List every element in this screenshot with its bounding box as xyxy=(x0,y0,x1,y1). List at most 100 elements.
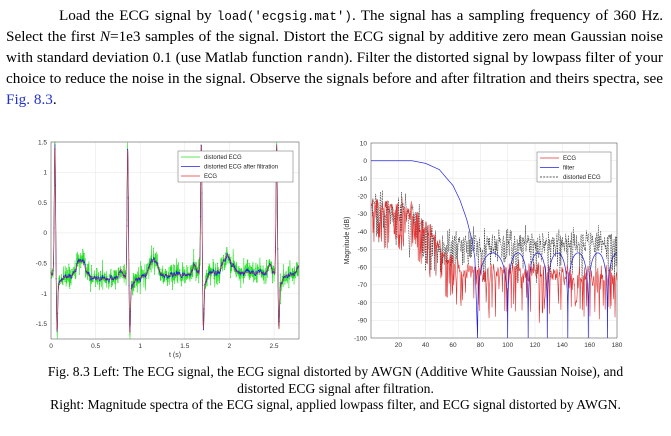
distorted-ecg-marker xyxy=(181,262,183,264)
distorted-ecg-marker xyxy=(212,259,214,261)
filtered-ecg-marker xyxy=(195,269,197,271)
filtered-ecg-marker xyxy=(217,270,219,272)
distorted-ecg-marker xyxy=(205,275,207,277)
filtered-ecg-marker xyxy=(83,262,85,264)
distorted-ecg-marker xyxy=(91,264,93,266)
x-tick-label: 1 xyxy=(138,343,142,350)
distorted-ecg-marker xyxy=(285,272,287,274)
distorted-ecg-marker xyxy=(227,254,229,256)
distorted-ecg-marker xyxy=(175,275,177,277)
filtered-ecg-marker xyxy=(244,270,246,272)
distorted-ecg-marker xyxy=(235,263,237,265)
filtered-ecg-marker xyxy=(81,260,83,262)
filtered-ecg-marker xyxy=(255,270,257,272)
distorted-ecg-marker xyxy=(73,270,75,272)
filtered-ecg-marker xyxy=(173,272,175,274)
filtered-ecg-marker xyxy=(145,275,147,277)
distorted-ecg-marker xyxy=(264,270,266,272)
filtered-ecg-marker xyxy=(176,272,178,274)
distorted-ecg-marker xyxy=(78,254,80,256)
distorted-ecg-marker xyxy=(194,261,196,263)
caption-line-1: Fig. 8.3 Left: The ECG signal, the ECG s… xyxy=(47,364,624,379)
distorted-ecg-marker xyxy=(65,279,67,281)
filtered-ecg-marker xyxy=(218,272,220,274)
filtered-ecg-marker xyxy=(149,264,151,266)
figure-link[interactable]: Fig. 8.3 xyxy=(6,90,53,108)
filtered-ecg-marker xyxy=(173,273,175,275)
filtered-ecg-marker xyxy=(240,272,242,274)
filtered-ecg-marker xyxy=(112,278,114,280)
filtered-ecg-marker xyxy=(75,268,77,270)
distorted-ecg-marker xyxy=(261,269,263,271)
distorted-ecg-marker xyxy=(96,268,98,270)
distorted-ecg-marker xyxy=(71,269,73,271)
distorted-ecg-marker xyxy=(221,266,223,268)
distorted-ecg-marker xyxy=(125,269,127,271)
filtered-ecg-marker xyxy=(170,272,172,274)
distorted-ecg-marker xyxy=(87,263,89,265)
distorted-ecg-marker xyxy=(229,276,231,278)
filtered-ecg-marker xyxy=(180,275,182,277)
filtered-ecg-marker xyxy=(213,270,215,272)
distorted-ecg-marker xyxy=(191,278,193,280)
distorted-ecg-marker xyxy=(164,271,166,273)
distorted-ecg-marker xyxy=(217,275,219,277)
distorted-ecg-marker xyxy=(174,277,176,279)
filtered-ecg-marker xyxy=(70,277,72,279)
filtered-ecg-marker xyxy=(207,275,209,277)
distorted-ecg-marker xyxy=(170,264,172,266)
distorted-ecg-marker xyxy=(283,280,285,282)
distorted-ecg-marker xyxy=(104,279,106,281)
filtered-ecg-marker xyxy=(200,144,202,146)
x-tick-label: 40 xyxy=(422,342,430,349)
filtered-ecg-marker xyxy=(284,276,286,278)
problem-paragraph: Load the ECG signal by load('ecgsig.mat'… xyxy=(6,6,663,110)
distorted-ecg-marker xyxy=(193,249,195,251)
filtered-ecg-marker xyxy=(85,270,87,272)
distorted-ecg-marker xyxy=(85,272,87,274)
filtered-ecg-marker xyxy=(188,274,190,276)
distorted-ecg-marker xyxy=(269,259,271,261)
distorted-ecg-marker xyxy=(65,267,67,269)
distorted-ecg-marker xyxy=(131,281,133,283)
plot-frame xyxy=(370,142,618,339)
distorted-ecg-marker xyxy=(160,277,162,279)
distorted-ecg-marker xyxy=(103,279,105,281)
distorted-ecg-marker xyxy=(90,290,92,292)
filtered-ecg-marker xyxy=(86,272,88,274)
distorted-ecg-marker xyxy=(181,278,183,280)
distorted-ecg-marker xyxy=(224,266,226,268)
legend-label: distorted ECG xyxy=(204,155,242,161)
distorted-ecg-marker xyxy=(97,281,99,283)
distorted-ecg-marker xyxy=(186,265,188,267)
x-axis-label: t (s) xyxy=(169,352,181,359)
filtered-ecg-marker xyxy=(163,275,165,277)
distorted-ecg-marker xyxy=(296,275,298,277)
filtered-ecg-marker xyxy=(249,271,251,273)
distorted-ecg-marker xyxy=(124,271,126,273)
x-tick-label: 0 xyxy=(49,343,53,350)
distorted-ecg-marker xyxy=(197,274,199,276)
filtered-ecg-marker xyxy=(263,274,265,276)
filtered-ecg-marker xyxy=(77,261,79,263)
filtered-ecg-marker xyxy=(172,275,174,277)
filtered-ecg-marker xyxy=(119,271,121,273)
filtered-ecg-marker xyxy=(212,269,214,271)
x-tick-label: 80 xyxy=(477,342,485,349)
x-tick-label: 100 xyxy=(502,342,513,349)
filtered-ecg-marker xyxy=(112,278,114,280)
distorted-ecg-marker xyxy=(159,268,161,270)
y-tick-label: -80 xyxy=(358,300,368,307)
distorted-ecg-marker xyxy=(253,281,255,283)
distorted-ecg-marker xyxy=(115,271,117,273)
distorted-ecg-marker xyxy=(183,270,185,272)
y-tick-label: -90 xyxy=(358,318,368,325)
distorted-ecg-marker xyxy=(256,271,258,273)
filtered-ecg-marker xyxy=(210,272,212,274)
distorted-ecg-marker xyxy=(52,276,54,278)
distorted-ecg-marker xyxy=(79,259,81,261)
filtered-ecg-marker xyxy=(295,271,297,273)
filtered-ecg-marker xyxy=(246,269,248,271)
filtered-ecg-marker xyxy=(216,274,218,276)
